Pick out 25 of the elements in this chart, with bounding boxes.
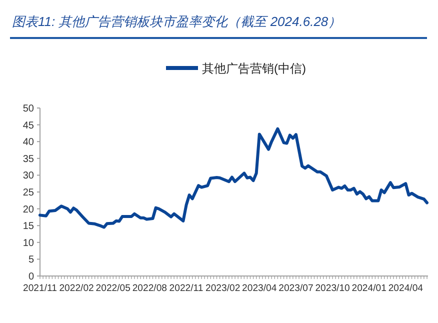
y-tick-label: 5 xyxy=(28,254,34,266)
x-tick-label: 2024/01 xyxy=(352,283,386,294)
line-series xyxy=(38,127,428,229)
x-tick-label: 2021/11 xyxy=(23,283,57,294)
x-tick-label: 2023/10 xyxy=(315,283,350,294)
y-tick-label: 50 xyxy=(22,104,34,114)
x-tick-label: 2022/11 xyxy=(169,283,204,294)
y-tick-label: 40 xyxy=(22,137,34,148)
y-tick-label: 35 xyxy=(22,154,34,165)
y-tick-label: 0 xyxy=(28,272,34,282)
x-tick-label: 2022/05 xyxy=(96,283,130,294)
x-tick-label: 2023/04 xyxy=(242,283,278,294)
x-tick-label: 2023/07 xyxy=(278,283,314,294)
y-tick-label: 10 xyxy=(22,238,34,249)
y-tick-label: 15 xyxy=(22,221,34,232)
x-tick-label: 2022/02 xyxy=(59,283,94,294)
chart-title: 图表11: 其他广告营销板块市盈率变化（截至 2024.6.28） xyxy=(12,14,342,29)
y-tick-label: 30 xyxy=(22,170,34,182)
y-tick-label: 45 xyxy=(22,120,34,132)
y-tick-label: 25 xyxy=(22,188,34,198)
x-tick-label: 2024/04 xyxy=(388,283,424,294)
legend-label: 其他广告营销(中信) xyxy=(202,62,306,76)
x-tick-label: 2022/08 xyxy=(132,283,168,294)
x-tick-label: 2023/02 xyxy=(205,283,240,294)
y-tick-label: 20 xyxy=(22,204,34,216)
